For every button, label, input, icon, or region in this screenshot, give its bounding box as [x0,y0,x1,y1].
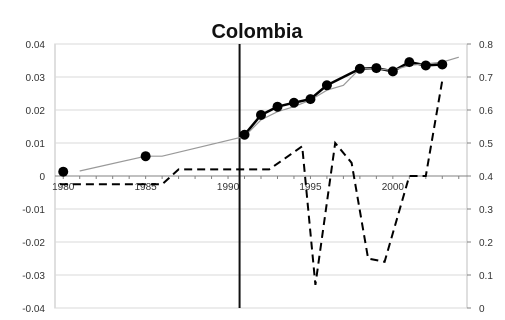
data-point [288,97,299,108]
right-tick-label: 0.4 [479,172,493,183]
data-point [404,57,415,68]
data-point [140,151,151,162]
left-tick-label: 0.01 [26,139,46,150]
right-tick-label: 0.1 [479,271,493,282]
left-tick-label: 0.02 [26,106,46,117]
right-tick-label: 0.3 [479,205,493,216]
data-point [354,63,365,74]
right-tick-label: 0.8 [479,40,493,51]
data-point [321,80,332,91]
x-tick-label: 1980 [52,182,75,193]
right-tick-label: 0.7 [479,73,493,84]
right-tick-label: 0 [479,304,485,315]
x-tick-label: 1995 [299,182,322,193]
data-point [58,166,69,177]
x-tick-label: 2000 [382,182,405,193]
data-point [371,63,382,74]
right-tick-label: 0.6 [479,106,493,117]
left-tick-label: -0.01 [22,205,45,216]
x-tick-label: 1990 [217,182,240,193]
left-tick-label: -0.03 [22,271,45,282]
right-tick-label: 0.5 [479,139,493,150]
data-point [305,94,316,105]
data-point [387,66,398,77]
series-line-thin [79,56,459,172]
data-point [256,109,266,120]
data-point [437,59,448,70]
left-tick-label: -0.04 [22,304,45,315]
chart-title: Colombia [211,21,303,43]
left-tick-label: -0.02 [22,238,45,249]
series-line-dashed [59,80,444,286]
right-tick-label: 0.2 [479,238,493,249]
series-line-markers [243,60,443,136]
x-tick-label: 1985 [135,182,158,193]
data-point [239,129,250,140]
left-tick-label: 0.04 [26,40,46,51]
left-tick-label: 0 [39,172,45,183]
data-point [420,60,431,71]
data-point [272,101,283,112]
left-tick-label: 0.03 [26,73,46,84]
